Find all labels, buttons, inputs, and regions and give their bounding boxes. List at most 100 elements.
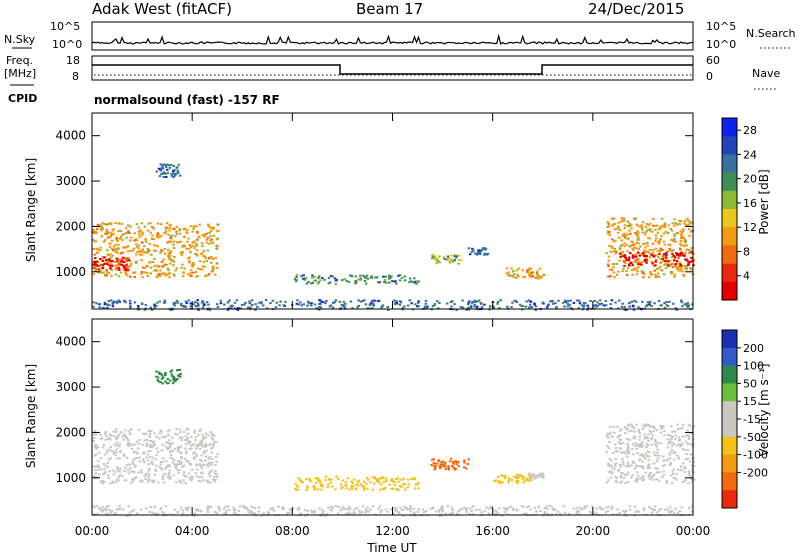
power-echo-cell — [604, 300, 608, 302]
velocity-echo-cell — [646, 437, 650, 440]
velocity-echo-cell — [203, 445, 207, 448]
power-echo-cell — [673, 273, 676, 276]
power-echo-cell — [166, 172, 170, 175]
power-echo-cell — [663, 302, 666, 304]
velocity-echo-cell — [123, 454, 126, 457]
velocity-echo-cell — [168, 473, 171, 476]
power-echo-cell — [136, 305, 140, 307]
velocity-echo-cell — [626, 449, 629, 452]
velocity-echo-cell — [98, 507, 102, 510]
velocity-echo-cell — [524, 512, 528, 515]
velocity-echo-cell — [107, 505, 110, 508]
velocity-echo-cell — [104, 431, 108, 434]
velocity-echo-cell — [173, 463, 176, 466]
velocity-echo-cell — [369, 508, 372, 511]
velocity-echo-cell — [95, 465, 98, 468]
power-echo-cell — [181, 263, 184, 266]
power-echo-cell — [182, 245, 185, 248]
power-echo-cell — [129, 302, 132, 305]
power-echo-cell — [101, 227, 104, 229]
velocity-echo-cell — [94, 446, 97, 449]
power-echo-cell — [116, 264, 119, 267]
power-echo-cell — [632, 249, 635, 251]
velocity-echo-cell — [216, 453, 219, 456]
power-echo-cell — [168, 256, 171, 259]
power-echo-cell — [621, 302, 624, 305]
power-echo-cell — [198, 260, 202, 263]
power-echo-cell — [672, 302, 675, 305]
power-echo-cell — [158, 175, 162, 178]
velocity-echo-cell — [506, 507, 509, 510]
velocity-echo-cell — [271, 508, 274, 511]
velocity-echo-cell — [535, 475, 538, 478]
velocity-echo-cell — [594, 511, 597, 514]
velocity-echo-cell — [691, 505, 694, 508]
velocity-echo-cell — [197, 443, 200, 446]
velocity-echo-cell — [178, 368, 182, 371]
velocity-echo-cell — [318, 507, 321, 510]
power-echo-cell — [97, 268, 100, 271]
velocity-echo-cell — [681, 435, 685, 438]
velocity-echo-cell — [152, 479, 156, 482]
power-echo-cell — [677, 267, 680, 270]
velocity-echo-cell — [96, 512, 99, 515]
power-echo-cell — [626, 220, 630, 223]
velocity-echo-cell — [157, 380, 160, 383]
velocity-echo-cell — [685, 453, 688, 456]
velocity-echo-cell — [644, 435, 647, 438]
power-echo-cell — [173, 274, 176, 277]
power-echo-cell — [302, 277, 305, 280]
power-echo-cell — [94, 267, 97, 270]
velocity-echo-cell — [543, 512, 546, 515]
power-echo-cell — [184, 300, 188, 303]
power-echo-cell — [92, 231, 95, 234]
power-echo-cell — [398, 300, 402, 303]
power-echo-cell — [153, 265, 156, 268]
velocity-echo-cell — [622, 509, 625, 512]
power-echo-cell — [128, 260, 132, 262]
velocity-echo-cell — [308, 478, 312, 480]
power-echo-cell — [137, 226, 141, 229]
velocity-echo-cell — [429, 507, 433, 510]
velocity-echo-cell — [182, 471, 186, 474]
velocity-echo-cell — [130, 510, 134, 513]
power-echo-cell — [644, 225, 648, 228]
power-echo-cell — [181, 275, 185, 278]
power-echo-cell — [654, 247, 658, 250]
power-echo-cell — [203, 235, 206, 238]
velocity-echo-cell — [610, 507, 613, 510]
velocity-echo-cell — [102, 463, 106, 465]
power-echo-cell — [195, 244, 199, 247]
velocity-echo-cell — [206, 511, 210, 514]
power-echo-cell — [654, 264, 657, 267]
velocity-echo-cell — [127, 469, 130, 472]
power-echo-cell — [663, 307, 667, 309]
power-echo-cell — [192, 244, 195, 247]
velocity-echo-cell — [686, 442, 689, 445]
power-echo-cell — [684, 258, 687, 261]
velocity-echo-cell — [193, 456, 196, 459]
power-echo-cell — [531, 275, 535, 278]
power-echo-cell — [117, 243, 120, 246]
velocity-echo-cell — [313, 509, 316, 512]
power-echo-cell — [210, 241, 213, 244]
power-echo-cell — [653, 269, 656, 272]
power-echo-cell — [398, 274, 402, 277]
velocity-echo-cell — [619, 474, 623, 477]
power-echo-cell — [522, 275, 525, 278]
velocity-echo-cell — [227, 508, 231, 511]
power-echo-cell — [681, 264, 684, 267]
power-echo-cell — [114, 247, 117, 250]
velocity-echo-cell — [304, 514, 307, 517]
power-echo-cell — [140, 234, 144, 237]
velocity-echo-cell — [642, 475, 645, 478]
velocity-echo-cell — [189, 444, 193, 447]
velocity-echo-cell — [614, 443, 617, 446]
velocity-echo-cell — [351, 487, 354, 490]
power-echo-cell — [198, 223, 201, 226]
velocity-echo-cell — [437, 460, 440, 463]
colorbar-segment — [722, 365, 737, 384]
noise-line — [91, 33, 694, 45]
velocity-echo-cell — [314, 482, 318, 484]
power-echo-cell — [641, 221, 645, 224]
